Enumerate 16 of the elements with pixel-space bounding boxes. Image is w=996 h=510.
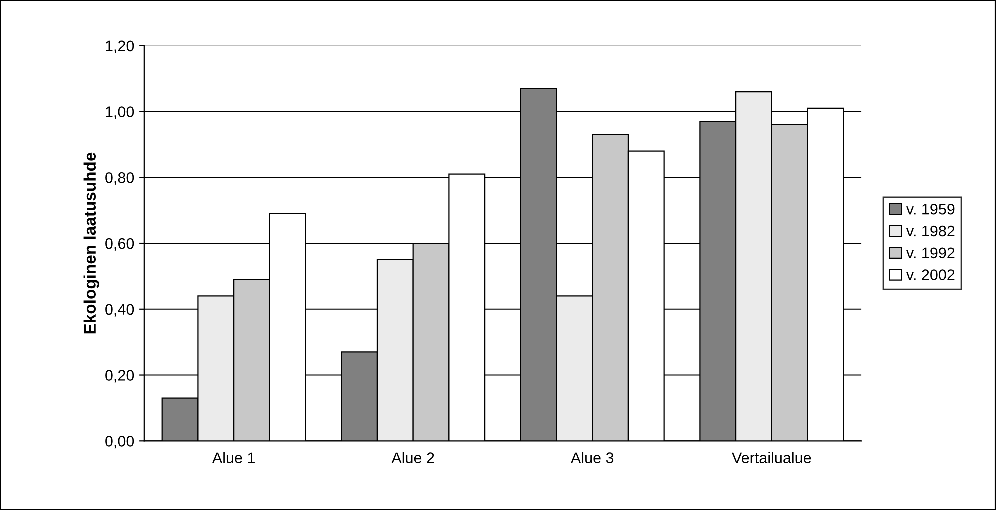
y-axis-title: Ekologinen laatusuhde	[84, 152, 100, 334]
x-tick-label: Vertailualue	[732, 452, 812, 464]
legend-label: v. 2002	[906, 270, 955, 280]
x-tick-label: Alue 3	[570, 452, 614, 464]
y-tick-label: 0,60	[106, 238, 134, 252]
y-tick-label: 0,40	[106, 304, 134, 317]
y-tick-label: 1,00	[106, 106, 134, 120]
y-tick-label: 0,80	[106, 172, 134, 186]
legend-label: v. 1982	[906, 226, 955, 237]
y-tick-label: 1,20	[106, 40, 134, 54]
y-tick-label: 0,20	[106, 370, 134, 383]
x-tick-label: Alue 1	[212, 452, 255, 464]
y-tick-label: 0,00	[106, 436, 134, 449]
x-tick-label: Alue 2	[392, 452, 434, 464]
legend-label: v. 1992	[906, 248, 955, 259]
legend-label: v. 1959	[906, 204, 955, 215]
